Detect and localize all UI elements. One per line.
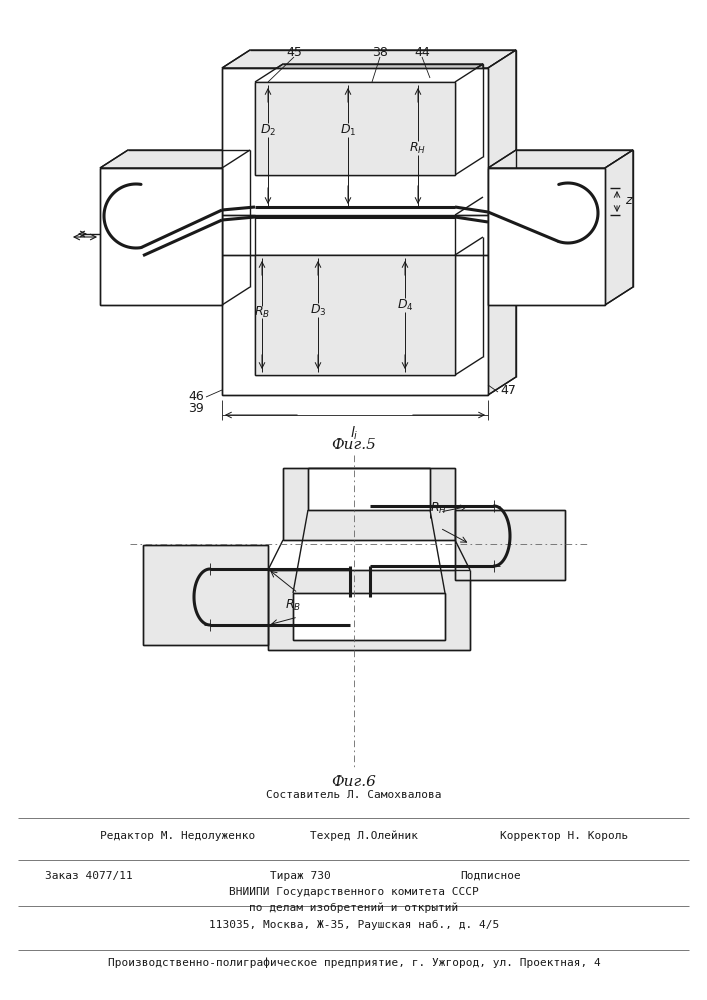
Text: Заказ 4077/11: Заказ 4077/11 xyxy=(45,871,133,881)
Bar xyxy=(455,510,565,580)
Polygon shape xyxy=(605,150,633,305)
Polygon shape xyxy=(488,50,516,395)
Text: $R_B$: $R_B$ xyxy=(254,304,270,320)
Bar xyxy=(255,255,455,375)
Text: 46: 46 xyxy=(188,390,204,403)
Text: 44: 44 xyxy=(414,45,430,58)
Text: 45: 45 xyxy=(286,45,302,58)
Text: Корректор Н. Король: Корректор Н. Король xyxy=(500,831,629,841)
Text: $R_H$: $R_H$ xyxy=(430,500,447,516)
Polygon shape xyxy=(488,150,633,168)
Text: $z$: $z$ xyxy=(625,194,633,207)
Polygon shape xyxy=(455,237,483,375)
Bar xyxy=(293,593,445,640)
Bar xyxy=(143,545,268,645)
Polygon shape xyxy=(255,64,483,82)
Polygon shape xyxy=(222,150,250,305)
Text: 47: 47 xyxy=(500,383,516,396)
Text: ВНИИПИ Государственного комитета СССР: ВНИИПИ Государственного комитета СССР xyxy=(229,887,479,897)
Bar xyxy=(268,570,470,650)
Text: $l_i$: $l_i$ xyxy=(350,425,358,442)
Text: $R_H$: $R_H$ xyxy=(409,140,426,156)
Polygon shape xyxy=(455,64,483,175)
Bar xyxy=(222,68,488,395)
Polygon shape xyxy=(100,150,250,168)
Text: 38: 38 xyxy=(372,45,388,58)
Text: Фиг.5: Фиг.5 xyxy=(332,438,376,452)
Text: $R_B$: $R_B$ xyxy=(285,597,301,613)
Bar xyxy=(488,168,605,305)
Bar xyxy=(255,82,455,175)
Text: Составитель Л. Самохвалова: Составитель Л. Самохвалова xyxy=(267,790,442,800)
Text: по делам изобретений и открытий: по делам изобретений и открытий xyxy=(250,903,459,913)
Text: Подписное: Подписное xyxy=(460,871,521,881)
Text: 39: 39 xyxy=(188,401,204,414)
Text: Редактор М. Недолуженко: Редактор М. Недолуженко xyxy=(100,831,255,841)
Bar xyxy=(308,468,430,510)
Text: Тираж 730: Тираж 730 xyxy=(270,871,331,881)
Text: Производственно-полиграфическое предприятие, г. Ужгород, ул. Проектная, 4: Производственно-полиграфическое предприя… xyxy=(107,958,600,968)
Text: 113035, Москва, Ж-35, Раушская наб., д. 4/5: 113035, Москва, Ж-35, Раушская наб., д. … xyxy=(209,920,499,930)
Text: $D_1$: $D_1$ xyxy=(340,122,356,138)
Polygon shape xyxy=(222,50,516,68)
Bar xyxy=(100,168,222,305)
Text: Фиг.6: Фиг.6 xyxy=(332,775,376,789)
Text: $D_2$: $D_2$ xyxy=(260,122,276,138)
Text: $D_3$: $D_3$ xyxy=(310,302,326,318)
Bar xyxy=(283,468,455,540)
Text: Техред Л.Олейник: Техред Л.Олейник xyxy=(310,831,418,841)
Text: $D_4$: $D_4$ xyxy=(397,297,414,313)
